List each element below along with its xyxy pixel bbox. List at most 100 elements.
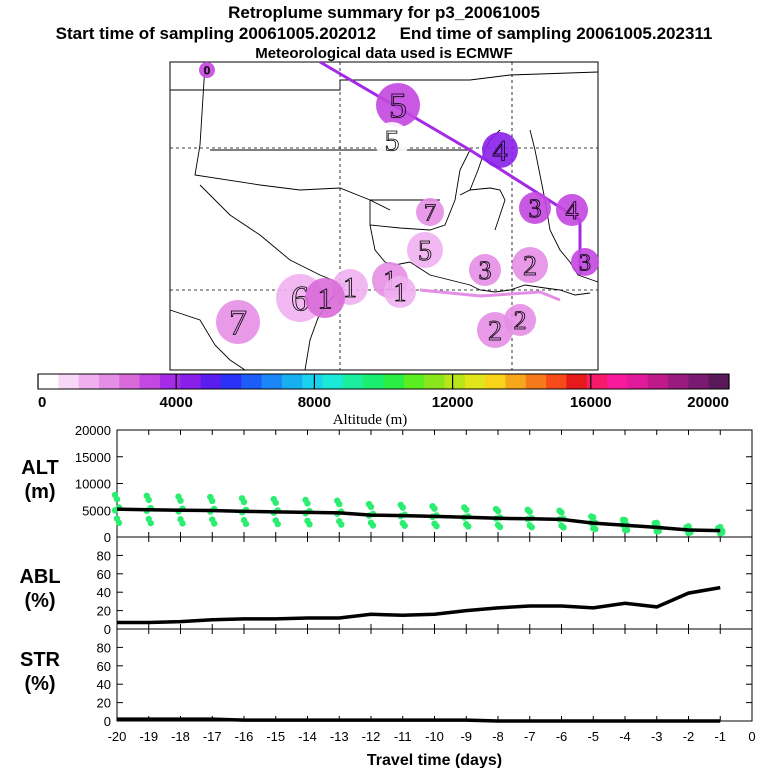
map-marker-circle <box>216 300 260 344</box>
alt-label-unit: (m) <box>24 481 56 503</box>
map-marker-label: 2 <box>514 306 527 335</box>
colorbar-swatch <box>688 374 710 389</box>
altitude-point <box>147 519 154 527</box>
map-marker-label: 1 <box>394 278 407 307</box>
x-tick-label: -10 <box>425 729 444 744</box>
colorbar-swatch <box>708 374 730 389</box>
altitude-point <box>240 498 248 506</box>
colorbar-swatch <box>78 374 100 389</box>
y-tick-label: 20000 <box>75 423 111 438</box>
map-marker-label: 5 <box>418 236 432 267</box>
altitude-point <box>399 504 406 511</box>
map-marker-circle <box>519 192 551 224</box>
map-panel: 0554734532311611722 <box>169 60 599 371</box>
colorbar-swatch <box>241 374 263 389</box>
map-marker-label: 7 <box>229 303 247 343</box>
abl-label-text: ABL <box>19 566 61 588</box>
colorbar-swatch <box>627 374 649 389</box>
map-marker-circle <box>512 247 548 283</box>
altitude-point <box>111 507 119 514</box>
altitude-point <box>113 496 121 503</box>
altitude-point <box>369 522 377 529</box>
x-tick-label: -1 <box>714 729 726 744</box>
map-marker-label: 1 <box>318 283 333 316</box>
altitude-point <box>367 503 375 511</box>
y-tick-label: 10000 <box>75 477 111 492</box>
altitude-point <box>496 523 504 531</box>
altitude-point <box>560 524 567 531</box>
x-tick-label: -2 <box>683 729 695 744</box>
y-tick-label: 0 <box>104 714 111 729</box>
map-marker-label: 3 <box>529 194 542 223</box>
str-panel-label: STR (%) <box>12 648 68 696</box>
y-tick-label: 15000 <box>75 450 111 465</box>
x-tick-label: -13 <box>330 729 349 744</box>
map-marker-label: 7 <box>424 200 436 226</box>
x-tick-label: -16 <box>235 729 254 744</box>
colorbar-swatch <box>98 374 120 389</box>
map-marker-label: 0 <box>204 63 210 77</box>
altitude-point <box>145 496 152 504</box>
colorbar-swatch <box>363 374 384 389</box>
map-marker-label: 5 <box>389 86 407 126</box>
altitude-point <box>115 519 123 527</box>
map-marker-label: 3 <box>579 250 591 276</box>
map-marker-circle <box>305 278 345 318</box>
altitude-point <box>338 521 345 528</box>
chart-title: Retroplume summary for p3_20061005 <box>228 3 540 22</box>
colorbar-swatch <box>342 374 364 389</box>
x-axis-label: Travel time (days) <box>367 752 502 768</box>
colorbar-swatch <box>546 374 567 389</box>
altitude-point <box>655 527 662 535</box>
str-label-unit: (%) <box>24 673 56 695</box>
x-tick-label: -19 <box>139 729 158 744</box>
colorbar-swatch <box>586 374 608 389</box>
colorbar-axis-label: Altitude (m) <box>333 412 408 428</box>
altitude-point <box>526 508 533 515</box>
colorbar-swatch <box>139 374 161 389</box>
map-marker-circle <box>571 248 599 276</box>
map-marker-circle <box>477 312 513 348</box>
alt-label-text: ALT <box>21 457 59 479</box>
x-tick-label: -7 <box>524 729 536 744</box>
map-marker-label: 4 <box>566 196 579 225</box>
altitude-point <box>304 500 311 507</box>
start-time-label: Start time of sampling 20061005.202012 <box>55 24 376 43</box>
abl-panel-label: ABL (%) <box>12 565 68 613</box>
altitude-point <box>465 523 472 530</box>
y-tick-label: 60 <box>97 567 111 582</box>
y-tick-label: 20 <box>97 604 111 619</box>
alt-panel-label: ALT (m) <box>12 456 68 504</box>
x-tick-label: -12 <box>362 729 381 744</box>
map-marker-circle <box>407 232 443 268</box>
altitude-point <box>528 524 535 531</box>
altitude-point <box>242 520 250 528</box>
series-line-alt <box>116 507 721 533</box>
series-line-str <box>117 717 721 723</box>
colorbar-swatch <box>261 374 283 389</box>
x-tick-label: 0 <box>748 729 755 744</box>
altitude-point <box>463 506 470 513</box>
x-tick-label: -9 <box>460 729 472 744</box>
map-grid <box>170 62 598 370</box>
x-tick-label: -11 <box>394 729 412 744</box>
colorbar-swatch <box>403 374 425 389</box>
colorbar-swatch <box>220 374 242 389</box>
altitude-point <box>272 499 279 506</box>
x-tick-label: -14 <box>298 729 317 744</box>
altitude-point <box>623 526 631 534</box>
x-tick-label: -20 <box>108 729 127 744</box>
y-tick-label: 40 <box>97 677 111 692</box>
sampling-times: Start time of sampling 20061005.202012 E… <box>0 24 768 44</box>
colorbar-swatch <box>505 374 527 389</box>
trajectory-line-low <box>419 288 561 302</box>
map-marker-label: 2 <box>488 316 502 347</box>
colorbar-swatch <box>180 374 202 389</box>
map-marker-circle <box>374 122 410 158</box>
map-marker-label: 2 <box>523 251 537 282</box>
map-marker-label: 4 <box>493 135 508 168</box>
map-marker-circle <box>416 198 444 226</box>
y-tick-label: 60 <box>97 659 111 674</box>
colorbar-swatch <box>119 374 141 389</box>
colorbar-swatch <box>424 374 445 389</box>
